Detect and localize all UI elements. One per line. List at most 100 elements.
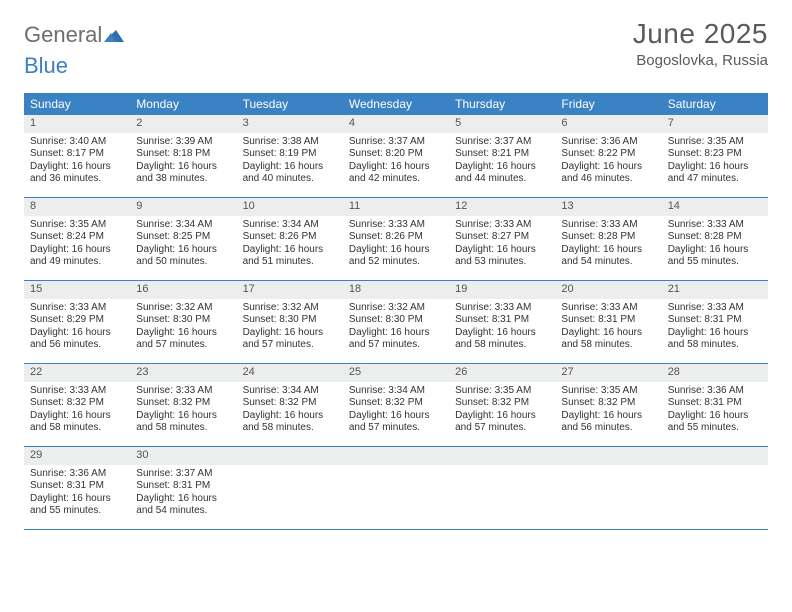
- sunset-text: Sunset: 8:18 PM: [136, 148, 230, 161]
- sunrise-text: Sunrise: 3:33 AM: [668, 302, 762, 315]
- day-body: Sunrise: 3:38 AMSunset: 8:19 PMDaylight:…: [237, 133, 343, 192]
- day-number: [237, 447, 343, 465]
- daylight-text: Daylight: 16 hours and 57 minutes.: [349, 410, 443, 435]
- day-cell: 5Sunrise: 3:37 AMSunset: 8:21 PMDaylight…: [449, 115, 555, 197]
- day-number: 13: [555, 198, 661, 216]
- daylight-text: Daylight: 16 hours and 49 minutes.: [30, 244, 124, 269]
- sunrise-text: Sunrise: 3:37 AM: [136, 468, 230, 481]
- sunrise-text: Sunrise: 3:40 AM: [30, 136, 124, 149]
- day-body: Sunrise: 3:35 AMSunset: 8:23 PMDaylight:…: [662, 133, 768, 192]
- day-cell: 11Sunrise: 3:33 AMSunset: 8:26 PMDayligh…: [343, 198, 449, 280]
- sunrise-text: Sunrise: 3:33 AM: [349, 219, 443, 232]
- day-header-row: Sunday Monday Tuesday Wednesday Thursday…: [24, 93, 768, 115]
- day-cell: 19Sunrise: 3:33 AMSunset: 8:31 PMDayligh…: [449, 281, 555, 363]
- daylight-text: Daylight: 16 hours and 58 minutes.: [561, 327, 655, 352]
- sunset-text: Sunset: 8:30 PM: [136, 314, 230, 327]
- sunrise-text: Sunrise: 3:34 AM: [243, 219, 337, 232]
- day-cell: [449, 447, 555, 529]
- day-cell: 16Sunrise: 3:32 AMSunset: 8:30 PMDayligh…: [130, 281, 236, 363]
- sunset-text: Sunset: 8:28 PM: [668, 231, 762, 244]
- daylight-text: Daylight: 16 hours and 50 minutes.: [136, 244, 230, 269]
- day-body: Sunrise: 3:33 AMSunset: 8:27 PMDaylight:…: [449, 216, 555, 275]
- daylight-text: Daylight: 16 hours and 58 minutes.: [455, 327, 549, 352]
- day-cell: [555, 447, 661, 529]
- sunrise-text: Sunrise: 3:35 AM: [561, 385, 655, 398]
- daylight-text: Daylight: 16 hours and 52 minutes.: [349, 244, 443, 269]
- day-body: Sunrise: 3:40 AMSunset: 8:17 PMDaylight:…: [24, 133, 130, 192]
- day-body: Sunrise: 3:32 AMSunset: 8:30 PMDaylight:…: [343, 299, 449, 358]
- day-cell: 8Sunrise: 3:35 AMSunset: 8:24 PMDaylight…: [24, 198, 130, 280]
- daylight-text: Daylight: 16 hours and 44 minutes.: [455, 161, 549, 186]
- day-body: Sunrise: 3:37 AMSunset: 8:20 PMDaylight:…: [343, 133, 449, 192]
- sunrise-text: Sunrise: 3:39 AM: [136, 136, 230, 149]
- sunrise-text: Sunrise: 3:33 AM: [30, 302, 124, 315]
- header: General Blue June 2025 Bogoslovka, Russi…: [24, 18, 768, 79]
- day-body: Sunrise: 3:35 AMSunset: 8:32 PMDaylight:…: [555, 382, 661, 441]
- day-number: 2: [130, 115, 236, 133]
- day-number: [343, 447, 449, 465]
- day-number: 16: [130, 281, 236, 299]
- logo-triangle-icon: [104, 28, 124, 47]
- daylight-text: Daylight: 16 hours and 38 minutes.: [136, 161, 230, 186]
- day-number: 12: [449, 198, 555, 216]
- day-cell: 28Sunrise: 3:36 AMSunset: 8:31 PMDayligh…: [662, 364, 768, 446]
- day-cell: 22Sunrise: 3:33 AMSunset: 8:32 PMDayligh…: [24, 364, 130, 446]
- day-number: 18: [343, 281, 449, 299]
- sunrise-text: Sunrise: 3:35 AM: [668, 136, 762, 149]
- day-number: 28: [662, 364, 768, 382]
- day-cell: 4Sunrise: 3:37 AMSunset: 8:20 PMDaylight…: [343, 115, 449, 197]
- day-body: Sunrise: 3:36 AMSunset: 8:31 PMDaylight:…: [662, 382, 768, 441]
- sunrise-text: Sunrise: 3:33 AM: [561, 219, 655, 232]
- daylight-text: Daylight: 16 hours and 58 minutes.: [30, 410, 124, 435]
- day-cell: 24Sunrise: 3:34 AMSunset: 8:32 PMDayligh…: [237, 364, 343, 446]
- day-number: 30: [130, 447, 236, 465]
- daylight-text: Daylight: 16 hours and 54 minutes.: [136, 493, 230, 518]
- day-body: Sunrise: 3:33 AMSunset: 8:26 PMDaylight:…: [343, 216, 449, 275]
- day-cell: [343, 447, 449, 529]
- sunset-text: Sunset: 8:20 PM: [349, 148, 443, 161]
- day-cell: [237, 447, 343, 529]
- day-number: 19: [449, 281, 555, 299]
- day-number: 9: [130, 198, 236, 216]
- day-body: Sunrise: 3:35 AMSunset: 8:24 PMDaylight:…: [24, 216, 130, 275]
- sunrise-text: Sunrise: 3:36 AM: [668, 385, 762, 398]
- day-cell: 13Sunrise: 3:33 AMSunset: 8:28 PMDayligh…: [555, 198, 661, 280]
- day-body: Sunrise: 3:36 AMSunset: 8:22 PMDaylight:…: [555, 133, 661, 192]
- day-number: [449, 447, 555, 465]
- daylight-text: Daylight: 16 hours and 53 minutes.: [455, 244, 549, 269]
- daylight-text: Daylight: 16 hours and 58 minutes.: [136, 410, 230, 435]
- day-cell: 2Sunrise: 3:39 AMSunset: 8:18 PMDaylight…: [130, 115, 236, 197]
- sunset-text: Sunset: 8:30 PM: [243, 314, 337, 327]
- sunset-text: Sunset: 8:32 PM: [561, 397, 655, 410]
- day-number: 11: [343, 198, 449, 216]
- sunset-text: Sunset: 8:22 PM: [561, 148, 655, 161]
- day-cell: 29Sunrise: 3:36 AMSunset: 8:31 PMDayligh…: [24, 447, 130, 529]
- day-number: 20: [555, 281, 661, 299]
- day-cell: 20Sunrise: 3:33 AMSunset: 8:31 PMDayligh…: [555, 281, 661, 363]
- daylight-text: Daylight: 16 hours and 57 minutes.: [136, 327, 230, 352]
- day-cell: 10Sunrise: 3:34 AMSunset: 8:26 PMDayligh…: [237, 198, 343, 280]
- day-number: 4: [343, 115, 449, 133]
- sunset-text: Sunset: 8:32 PM: [243, 397, 337, 410]
- day-number: 8: [24, 198, 130, 216]
- sunset-text: Sunset: 8:23 PM: [668, 148, 762, 161]
- sunset-text: Sunset: 8:32 PM: [349, 397, 443, 410]
- day-cell: 17Sunrise: 3:32 AMSunset: 8:30 PMDayligh…: [237, 281, 343, 363]
- sunset-text: Sunset: 8:19 PM: [243, 148, 337, 161]
- sunset-text: Sunset: 8:26 PM: [243, 231, 337, 244]
- day-cell: 6Sunrise: 3:36 AMSunset: 8:22 PMDaylight…: [555, 115, 661, 197]
- sunset-text: Sunset: 8:32 PM: [136, 397, 230, 410]
- day-number: 1: [24, 115, 130, 133]
- daylight-text: Daylight: 16 hours and 56 minutes.: [561, 410, 655, 435]
- daylight-text: Daylight: 16 hours and 47 minutes.: [668, 161, 762, 186]
- daylight-text: Daylight: 16 hours and 55 minutes.: [668, 244, 762, 269]
- day-body: Sunrise: 3:33 AMSunset: 8:31 PMDaylight:…: [449, 299, 555, 358]
- day-cell: 21Sunrise: 3:33 AMSunset: 8:31 PMDayligh…: [662, 281, 768, 363]
- day-body: Sunrise: 3:39 AMSunset: 8:18 PMDaylight:…: [130, 133, 236, 192]
- day-cell: 12Sunrise: 3:33 AMSunset: 8:27 PMDayligh…: [449, 198, 555, 280]
- day-body: Sunrise: 3:32 AMSunset: 8:30 PMDaylight:…: [130, 299, 236, 358]
- day-header: Friday: [555, 93, 661, 115]
- day-body: Sunrise: 3:33 AMSunset: 8:28 PMDaylight:…: [555, 216, 661, 275]
- day-cell: 26Sunrise: 3:35 AMSunset: 8:32 PMDayligh…: [449, 364, 555, 446]
- sunrise-text: Sunrise: 3:34 AM: [136, 219, 230, 232]
